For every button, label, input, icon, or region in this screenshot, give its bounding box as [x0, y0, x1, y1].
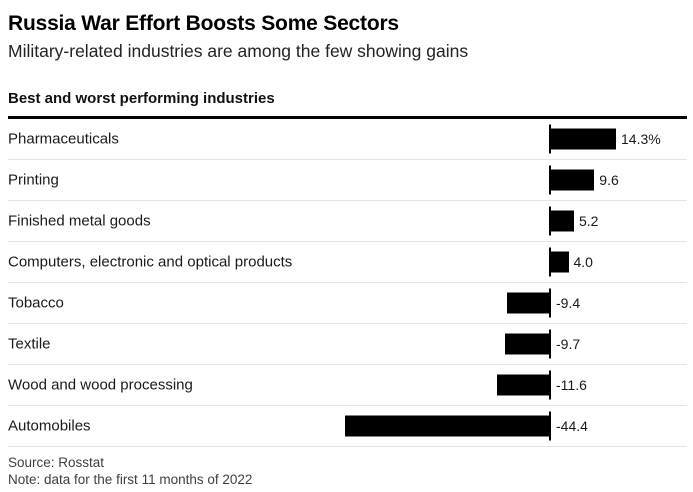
chart-section-title: Best and worst performing industries [8, 90, 275, 107]
axis-baseline-tick [549, 411, 551, 441]
category-label: Textile [8, 335, 51, 353]
axis-baseline-tick [549, 165, 551, 195]
value-label: -9.7 [556, 336, 581, 352]
bar [550, 169, 595, 191]
bar [496, 374, 550, 396]
bar [505, 333, 550, 355]
chart-row: Textile -9.7 [8, 324, 687, 365]
category-label: Pharmaceuticals [8, 130, 119, 148]
axis-baseline-tick [549, 329, 551, 359]
category-label: Automobiles [8, 417, 91, 435]
chart-row: Tobacco -9.4 [8, 283, 687, 324]
axis-baseline-tick [549, 124, 551, 154]
axis-baseline-tick [549, 288, 551, 318]
value-label: 14.3% [621, 131, 661, 147]
source-note: Source: Rosstat [8, 455, 105, 470]
chart-footer: Source: Rosstat Note: data for the first… [8, 454, 687, 488]
chart-row: Automobiles -44.4 [8, 406, 687, 447]
category-label: Computers, electronic and optical produc… [8, 253, 293, 271]
bar-chart: Pharmaceuticals 14.3% Printing 9.6 Finished … [8, 116, 687, 447]
category-label: Finished metal goods [8, 212, 151, 230]
bar [550, 210, 574, 232]
page-subtitle: Military-related industries are among th… [8, 41, 469, 61]
value-label: -9.4 [556, 295, 581, 311]
axis-baseline-tick [549, 206, 551, 236]
value-label: 9.6 [599, 172, 619, 188]
page-title: Russia War Effort Boosts Some Sectors [8, 12, 399, 35]
category-label: Printing [8, 171, 59, 189]
chart-row: Computers, electronic and optical produc… [8, 242, 687, 283]
category-label: Wood and wood processing [8, 376, 193, 394]
bar [550, 251, 569, 273]
axis-baseline-tick [549, 370, 551, 400]
value-label: -44.4 [556, 418, 588, 434]
chart-row: Wood and wood processing -11.6 [8, 365, 687, 406]
chart-row: Printing 9.6 [8, 160, 687, 201]
axis-baseline-tick [549, 247, 551, 277]
chart-row: Finished metal goods 5.2 [8, 201, 687, 242]
bar [506, 292, 550, 314]
value-label: 4.0 [573, 254, 593, 270]
value-label: 5.2 [579, 213, 599, 229]
chart-row: Pharmaceuticals 14.3% [8, 119, 687, 160]
chart-header: Russia War Effort Boosts Some Sectors Mi… [8, 0, 687, 62]
bar [345, 415, 550, 437]
value-label: -11.6 [556, 377, 587, 393]
category-label: Tobacco [8, 294, 64, 312]
bar [550, 128, 616, 150]
data-note: Note: data for the first 11 months of 20… [8, 472, 253, 487]
